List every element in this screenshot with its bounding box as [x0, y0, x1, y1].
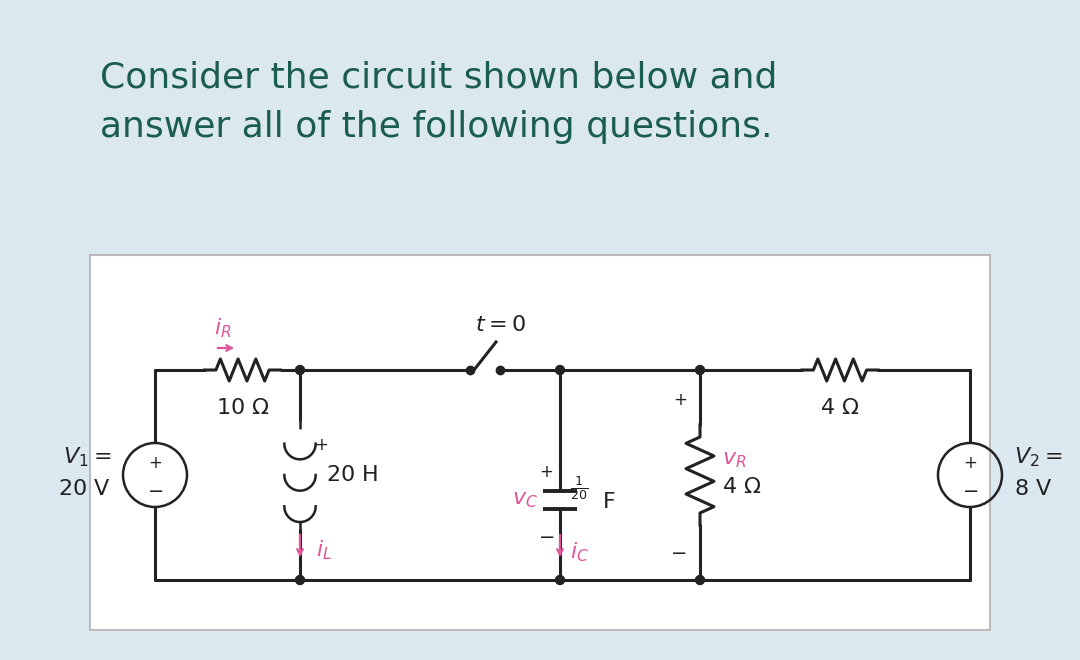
Text: $4\ \Omega$: $4\ \Omega$: [820, 398, 860, 418]
Text: $+$: $+$: [963, 454, 977, 472]
Text: $4\ \Omega$: $4\ \Omega$: [723, 477, 761, 497]
Text: $i_C$: $i_C$: [570, 540, 589, 564]
Text: $-$: $-$: [538, 527, 554, 546]
Circle shape: [555, 366, 565, 374]
Text: $20\ \mathrm{V}$: $20\ \mathrm{V}$: [58, 479, 111, 499]
Text: $-$: $-$: [670, 543, 686, 562]
Text: $v_C$: $v_C$: [512, 490, 538, 510]
Text: $-$: $-$: [147, 480, 163, 498]
Circle shape: [555, 576, 565, 585]
Text: $\frac{1}{20}$: $\frac{1}{20}$: [570, 474, 588, 502]
Text: $-$: $-$: [962, 480, 978, 498]
Text: $i_R$: $i_R$: [214, 316, 232, 340]
Text: Consider the circuit shown below and: Consider the circuit shown below and: [100, 60, 778, 94]
FancyBboxPatch shape: [90, 255, 990, 630]
Text: answer all of the following questions.: answer all of the following questions.: [100, 110, 772, 144]
Circle shape: [296, 366, 305, 374]
Text: $V_1 =$: $V_1 =$: [63, 446, 111, 469]
Text: $\mathrm{F}$: $\mathrm{F}$: [602, 492, 616, 512]
Text: $v_R$: $v_R$: [723, 450, 746, 470]
Text: $V_2 =$: $V_2 =$: [1014, 446, 1063, 469]
Text: $8\ \mathrm{V}$: $8\ \mathrm{V}$: [1014, 479, 1052, 499]
Text: $t = 0$: $t = 0$: [474, 315, 525, 335]
Text: $10\ \Omega$: $10\ \Omega$: [216, 398, 269, 418]
Text: $+$: $+$: [148, 454, 162, 472]
Text: $+$: $+$: [314, 436, 328, 454]
Text: $i_L$: $i_L$: [316, 538, 332, 562]
Text: $+$: $+$: [673, 391, 687, 409]
Circle shape: [696, 366, 704, 374]
Circle shape: [296, 576, 305, 585]
Text: $20\ \mathrm{H}$: $20\ \mathrm{H}$: [326, 465, 378, 485]
Circle shape: [696, 576, 704, 585]
Text: $+$: $+$: [539, 463, 553, 481]
